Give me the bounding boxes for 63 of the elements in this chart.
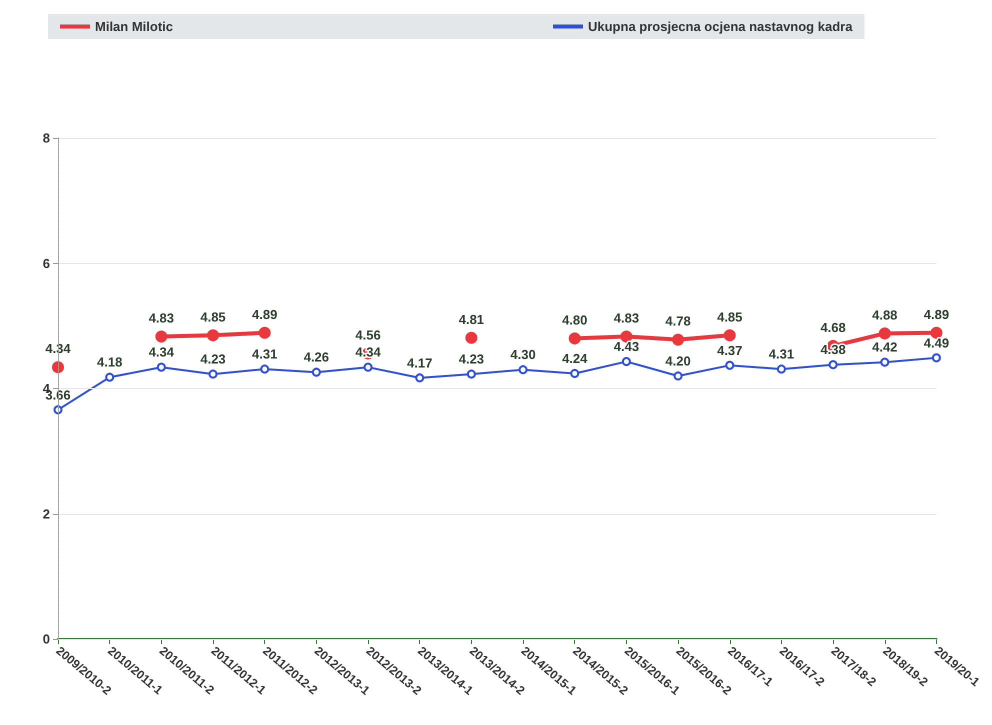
point — [622, 357, 631, 366]
data-label: 4.43 — [614, 339, 640, 354]
legend-label: Milan Milotic — [95, 19, 173, 34]
point — [207, 329, 220, 342]
point — [724, 329, 736, 342]
data-label: 4.34 — [148, 344, 175, 360]
point — [570, 368, 580, 378]
data-label: 4.88 — [872, 307, 898, 322]
point — [54, 405, 62, 414]
data-label: 4.20 — [665, 353, 691, 368]
point — [518, 365, 528, 374]
point — [258, 326, 271, 339]
point — [568, 332, 581, 344]
data-label: 4.23 — [458, 352, 484, 367]
point — [364, 362, 373, 372]
point — [880, 358, 890, 367]
data-label: 4.31 — [252, 346, 278, 362]
data-label: 4.23 — [200, 352, 226, 367]
data-label: 4.85 — [200, 309, 226, 324]
data-label: 4.18 — [97, 354, 122, 370]
data-label: 4.17 — [407, 355, 432, 370]
point — [312, 368, 321, 377]
legend-label: Ukupna prosjecna ocjena nastavnog kadra — [588, 19, 854, 34]
point — [930, 326, 942, 339]
data-label: 4.37 — [717, 342, 742, 358]
point — [725, 360, 734, 370]
y-tick-label: 0 — [42, 632, 50, 646]
point — [776, 364, 786, 374]
data-label: 4.83 — [148, 310, 174, 326]
data-label: 4.89 — [252, 306, 278, 322]
data-label: 4.81 — [458, 312, 484, 327]
data-label: 4.31 — [768, 346, 794, 362]
point — [415, 373, 424, 382]
data-label: 4.30 — [510, 347, 536, 362]
point — [674, 371, 683, 380]
point — [465, 332, 478, 344]
point — [932, 353, 941, 362]
data-label: 4.80 — [562, 312, 588, 328]
data-label: 4.34 — [45, 341, 72, 356]
data-label: 4.42 — [872, 340, 898, 355]
point — [672, 334, 684, 346]
data-label: 4.85 — [717, 309, 742, 324]
point — [260, 364, 270, 374]
point — [466, 370, 476, 379]
data-label: 4.38 — [820, 342, 846, 358]
point — [105, 372, 114, 382]
data-label: 4.68 — [820, 320, 846, 335]
point — [878, 327, 891, 340]
y-tick-label: 2 — [42, 506, 50, 522]
data-label: 4.26 — [304, 350, 330, 365]
data-label: 4.49 — [924, 335, 950, 350]
point — [208, 370, 218, 379]
data-label: 4.56 — [355, 327, 381, 342]
point — [828, 360, 838, 370]
y-tick-label: 6 — [42, 256, 50, 271]
point — [155, 330, 168, 343]
point — [156, 362, 166, 372]
data-label: 4.78 — [665, 314, 691, 329]
data-label: 4.89 — [924, 306, 950, 322]
data-label: 4.24 — [562, 350, 588, 366]
y-tick-label: 8 — [42, 130, 50, 146]
point — [52, 361, 64, 374]
data-label: 4.83 — [614, 310, 640, 326]
